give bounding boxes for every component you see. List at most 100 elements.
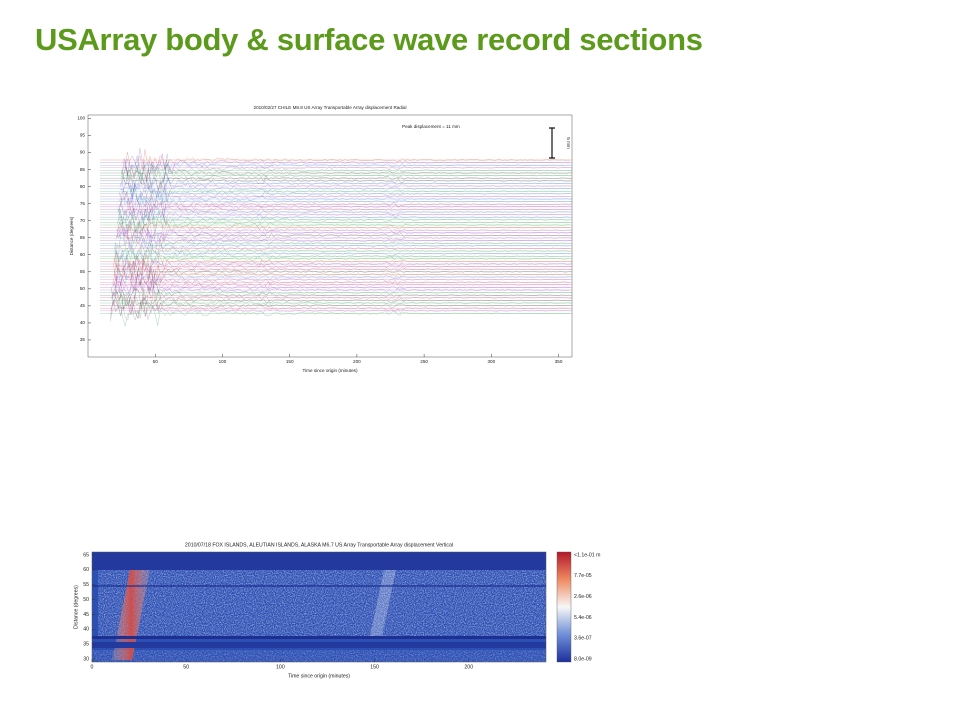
trace bbox=[115, 232, 571, 251]
x-tick-label: 150 bbox=[286, 359, 294, 364]
x-tick-label: 250 bbox=[420, 359, 428, 364]
x-axis-label: Time since origin (minutes) bbox=[288, 673, 350, 679]
no-data-strip bbox=[92, 552, 546, 570]
y-tick-label: 80 bbox=[80, 184, 86, 189]
y-tick-label: 60 bbox=[83, 567, 89, 573]
trace bbox=[120, 169, 571, 192]
chart-title: 2010/02/27 CHILE M8.8 US Array Transport… bbox=[254, 105, 407, 110]
annotation: Peak displacement = 11 mm bbox=[402, 124, 460, 129]
colorbar-label: 8.0e-09 bbox=[574, 656, 592, 662]
trace bbox=[118, 197, 571, 225]
x-tick-label: 200 bbox=[353, 359, 361, 364]
trace bbox=[118, 191, 572, 216]
trace bbox=[111, 281, 572, 305]
trace bbox=[110, 292, 572, 316]
scale-bar bbox=[549, 127, 555, 159]
trace bbox=[119, 182, 571, 206]
trace bbox=[110, 300, 571, 320]
heatmap-image bbox=[92, 552, 546, 662]
trace bbox=[113, 256, 572, 279]
x-tick-label: 200 bbox=[464, 664, 473, 670]
y-tick-label: 95 bbox=[80, 133, 86, 138]
plot-frame bbox=[91, 551, 547, 663]
trace bbox=[114, 255, 572, 276]
y-axis-label: Distance (degrees) bbox=[69, 216, 74, 255]
trace bbox=[121, 159, 572, 180]
chart-title: 2010/07/18 FOX ISLANDS, ALEUTIAN ISLANDS… bbox=[185, 542, 453, 548]
trace bbox=[110, 297, 571, 321]
heatmap-noise bbox=[98, 570, 546, 636]
trace bbox=[115, 232, 571, 260]
x-tick-label: 50 bbox=[183, 664, 189, 670]
trace bbox=[111, 282, 572, 306]
x-axis-label: Time since origin (minutes) bbox=[303, 368, 358, 373]
trace bbox=[116, 220, 570, 239]
plot-frame bbox=[87, 114, 573, 358]
trace bbox=[118, 200, 572, 220]
trace bbox=[112, 271, 571, 292]
trace bbox=[113, 260, 571, 285]
trace bbox=[120, 166, 572, 194]
x-tick-label: 150 bbox=[370, 664, 379, 670]
colorbar bbox=[556, 551, 572, 663]
x-tick-label: 0 bbox=[91, 664, 94, 670]
trace bbox=[117, 205, 571, 224]
trace bbox=[111, 287, 572, 314]
trace bbox=[113, 258, 571, 287]
trace bbox=[122, 149, 570, 170]
y-tick-label: 40 bbox=[83, 627, 89, 633]
colorbar-label: 2.6e-06 bbox=[574, 594, 592, 600]
trace bbox=[115, 229, 572, 249]
y-tick-label: 85 bbox=[80, 167, 86, 172]
x-tick-label: 350 bbox=[555, 359, 563, 364]
trace bbox=[112, 273, 570, 298]
trace bbox=[110, 296, 571, 315]
y-tick-label: 50 bbox=[80, 286, 86, 291]
y-tick-label: 100 bbox=[77, 116, 85, 121]
trace bbox=[112, 269, 571, 291]
trace bbox=[114, 247, 570, 265]
trace bbox=[116, 223, 572, 247]
y-tick-label: 35 bbox=[83, 642, 89, 648]
trace bbox=[114, 241, 571, 264]
trace bbox=[119, 180, 570, 207]
trace bbox=[115, 242, 571, 262]
trace bbox=[112, 262, 571, 288]
trace bbox=[116, 216, 572, 239]
y-tick-label: 40 bbox=[80, 320, 86, 325]
trace bbox=[121, 159, 572, 185]
x-tick-label: 100 bbox=[276, 664, 285, 670]
y-tick-label: 35 bbox=[80, 337, 86, 342]
trace bbox=[114, 245, 570, 269]
trace bbox=[117, 208, 571, 235]
y-tick-label: 70 bbox=[80, 218, 86, 223]
colorbar-label: 3.6e-07 bbox=[574, 636, 592, 642]
y-tick-label: 45 bbox=[80, 303, 86, 308]
colorbar-label: 5.4e-06 bbox=[574, 615, 592, 621]
y-tick-label: 65 bbox=[83, 552, 89, 558]
trace bbox=[117, 207, 571, 233]
trace bbox=[120, 176, 571, 193]
y-tick-label: 55 bbox=[80, 269, 86, 274]
trace bbox=[119, 191, 572, 214]
trace bbox=[117, 210, 570, 235]
trace bbox=[116, 221, 572, 243]
trace bbox=[117, 207, 571, 229]
y-axis-label: Distance (degrees) bbox=[73, 585, 79, 629]
y-tick-label: 30 bbox=[83, 656, 89, 662]
x-tick-label: 100 bbox=[219, 359, 227, 364]
trace bbox=[115, 235, 571, 261]
trace bbox=[112, 272, 571, 297]
y-tick-label: 60 bbox=[80, 252, 86, 257]
trace bbox=[120, 176, 571, 197]
y-tick-label: 65 bbox=[80, 235, 86, 240]
colorbar-label: <1.1e-01 m bbox=[574, 552, 600, 558]
y-tick-label: 75 bbox=[80, 201, 86, 206]
trace bbox=[110, 299, 571, 327]
y-tick-label: 90 bbox=[80, 150, 86, 155]
scale-bar-label: 5 mm bbox=[566, 137, 571, 149]
slide-title: USArray body & surface wave record secti… bbox=[35, 22, 703, 57]
colorbar-label: 7.7e-05 bbox=[574, 573, 592, 579]
